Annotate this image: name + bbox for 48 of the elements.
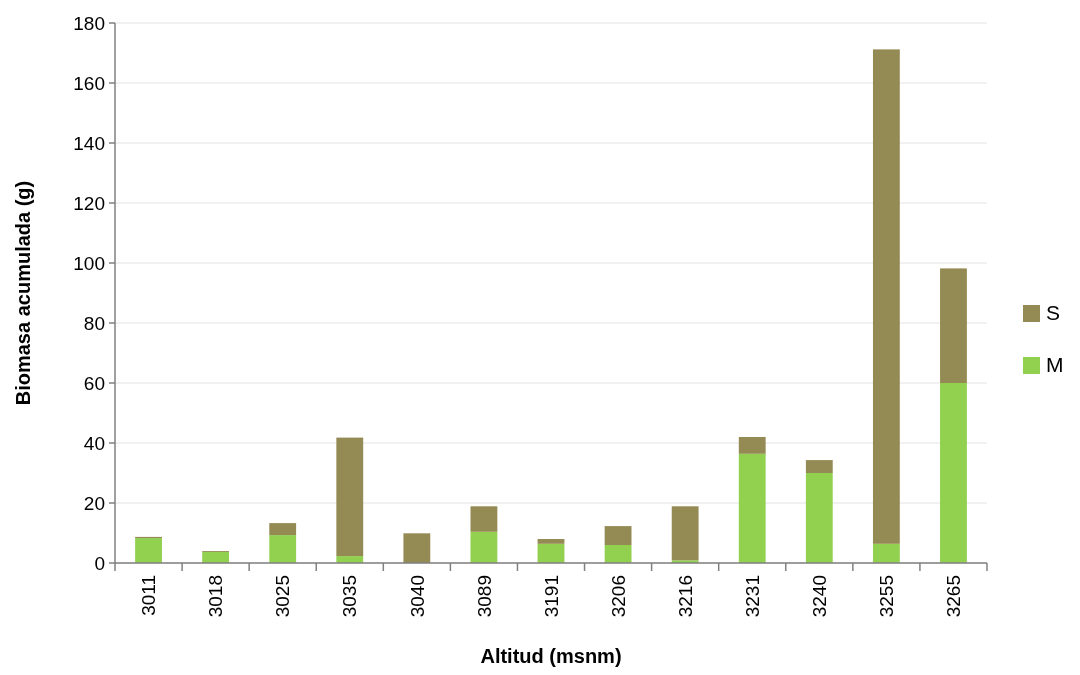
x-tick-label: 3255 — [876, 575, 898, 618]
x-tick-label: 3206 — [607, 575, 629, 618]
legend-label: S — [1046, 301, 1061, 325]
y-tick-label: 120 — [73, 192, 105, 214]
x-tick-label: 3089 — [473, 575, 495, 618]
bar — [336, 437, 364, 557]
bar — [537, 543, 565, 563]
bar — [604, 526, 632, 545]
bar — [805, 473, 833, 563]
bar — [269, 523, 297, 536]
bar — [202, 551, 230, 563]
bar — [940, 383, 967, 563]
y-tick-label: 40 — [83, 432, 105, 454]
y-tick-label: 0 — [94, 552, 105, 574]
y-tick-label: 60 — [83, 372, 105, 394]
bar — [604, 545, 632, 563]
x-tick-label: 3035 — [339, 575, 361, 618]
bar — [872, 49, 900, 544]
bar — [470, 531, 498, 563]
y-tick-label: 20 — [83, 492, 105, 514]
x-tick-label: 3191 — [540, 575, 562, 618]
x-tick-label: 3040 — [406, 575, 428, 618]
y-tick-label: 160 — [73, 72, 105, 94]
x-tick-label: 3231 — [741, 575, 763, 618]
bar — [403, 533, 431, 563]
bar — [269, 535, 297, 563]
bar — [738, 437, 766, 454]
y-tick-label: 80 — [83, 312, 105, 334]
bar — [537, 539, 565, 544]
x-tick-label: 3025 — [272, 575, 294, 618]
y-axis-title: Biomasa acumulada (g) — [12, 180, 34, 406]
x-tick-label: 3011 — [138, 575, 160, 616]
x-axis-title: Altitud (msnm) — [480, 645, 622, 667]
y-tick-label: 140 — [73, 132, 105, 154]
bar — [940, 268, 967, 383]
x-tick-label: 3265 — [943, 575, 965, 618]
bar — [805, 460, 833, 473]
x-tick-label: 3216 — [674, 575, 696, 618]
legend-label: M — [1046, 353, 1064, 377]
bar — [135, 538, 162, 563]
bar — [470, 506, 498, 532]
x-tick-label: 3018 — [205, 575, 227, 618]
x-tick-label: 3240 — [808, 575, 830, 618]
y-tick-label: 180 — [73, 12, 105, 34]
bar — [872, 543, 900, 563]
y-tick-label: 100 — [73, 252, 105, 274]
bar — [738, 453, 766, 563]
bar — [671, 506, 699, 561]
